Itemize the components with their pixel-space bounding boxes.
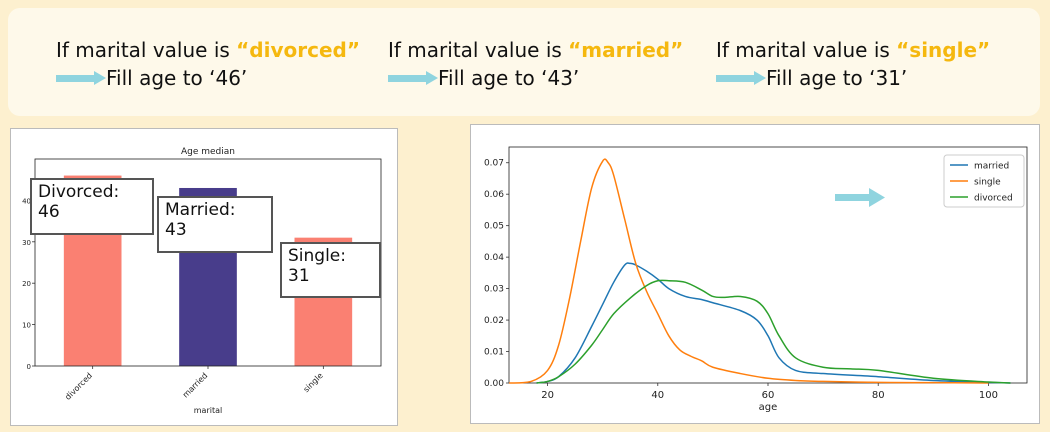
rule-result: Fill age to ‘46’	[106, 66, 248, 90]
callout-label: Divorced:	[38, 182, 120, 202]
callout-married: Married: 43	[157, 196, 273, 253]
rule-result: Fill age to ‘31’	[766, 66, 908, 90]
x-tick-label: 80	[872, 390, 885, 401]
x-tick-label: 40	[651, 390, 664, 401]
rule-single: If marital value is “single” Fill age to…	[716, 36, 990, 92]
rule-married: If marital value is “married” Fill age t…	[388, 36, 683, 92]
density-chart-panel: 20 40 60 80 100 0.00 0.01 0.02 0.03 0.04 0.05 0.06 0…	[470, 124, 1040, 424]
rule-prefix: If marital value is	[388, 38, 569, 62]
y-tick-label: 0.03	[484, 285, 504, 295]
legend-label-single: single	[974, 178, 1001, 188]
callout-value: 31	[288, 266, 310, 286]
series-line-divorced	[536, 279, 1011, 384]
callout-value: 43	[165, 220, 187, 240]
right-arrow-icon	[388, 71, 438, 85]
rule-result: Fill age to ‘43’	[438, 66, 580, 90]
x-axis-label: marital	[194, 406, 222, 415]
y-tick-label: 0.02	[484, 316, 504, 326]
y-tick-label: 0	[27, 363, 31, 371]
callout-single: Single: 31	[280, 242, 381, 298]
y-tick-label: 0.06	[484, 190, 504, 200]
y-tick-label: 0.01	[484, 348, 504, 358]
y-tick-label: 10	[22, 322, 31, 330]
right-arrow-icon	[56, 71, 106, 85]
rule-divorced: If marital value is “divorced” Fill age …	[56, 36, 360, 92]
age-density-chart: 20 40 60 80 100 0.00 0.01 0.02 0.03 0.04 0.05 0.06 0…	[484, 146, 1028, 413]
y-tick-label: 20	[22, 280, 31, 288]
plot-frame	[34, 158, 382, 367]
y-tick-label: 0.05	[484, 222, 504, 232]
x-tick-label: 20	[541, 390, 554, 401]
x-tick-label: divorced	[63, 371, 94, 402]
x-tick-label: 60	[762, 390, 775, 401]
legend-label-married: married	[974, 162, 1009, 172]
rule-value-highlight: “divorced”	[236, 38, 360, 62]
right-arrow-icon	[835, 188, 885, 207]
callout-divorced: Divorced: 46	[30, 178, 154, 235]
fill-rules-banner: If marital value is “divorced” Fill age …	[8, 8, 1040, 116]
legend-box	[943, 154, 1025, 208]
y-tick-label: 30	[22, 239, 31, 247]
series-line-married	[536, 262, 1011, 384]
callout-label: Married:	[165, 200, 236, 220]
x-axis-label: age	[759, 402, 778, 413]
chart-title: Age median	[181, 147, 235, 157]
plot-frame	[508, 146, 1028, 384]
x-tick-label: single	[302, 371, 325, 394]
right-arrow-icon	[716, 71, 766, 85]
rule-prefix: If marital value is	[56, 38, 237, 62]
y-tick-label: 0.07	[484, 159, 504, 169]
rule-prefix: If marital value is	[716, 38, 897, 62]
series-line-single	[508, 158, 989, 384]
rule-value-highlight: “married”	[568, 38, 684, 62]
x-tick-label: married	[181, 371, 210, 400]
legend-label-divorced: divorced	[974, 194, 1013, 204]
y-tick-label: 40	[22, 197, 31, 205]
callout-label: Single:	[288, 246, 346, 266]
x-tick-label: 100	[979, 390, 998, 401]
rule-value-highlight: “single”	[896, 38, 991, 62]
callout-value: 46	[38, 202, 60, 222]
y-tick-label: 0.00	[484, 379, 504, 389]
y-tick-label: 0.04	[484, 253, 504, 263]
